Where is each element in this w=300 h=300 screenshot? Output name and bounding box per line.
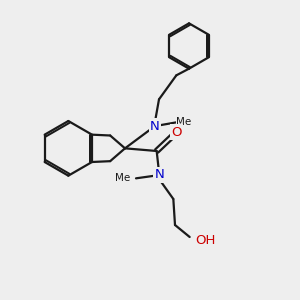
Text: Me: Me bbox=[176, 117, 192, 127]
Text: N: N bbox=[154, 169, 164, 182]
Text: Me: Me bbox=[115, 173, 130, 183]
Text: N: N bbox=[150, 119, 160, 133]
Text: OH: OH bbox=[195, 235, 215, 248]
Text: O: O bbox=[171, 125, 182, 139]
